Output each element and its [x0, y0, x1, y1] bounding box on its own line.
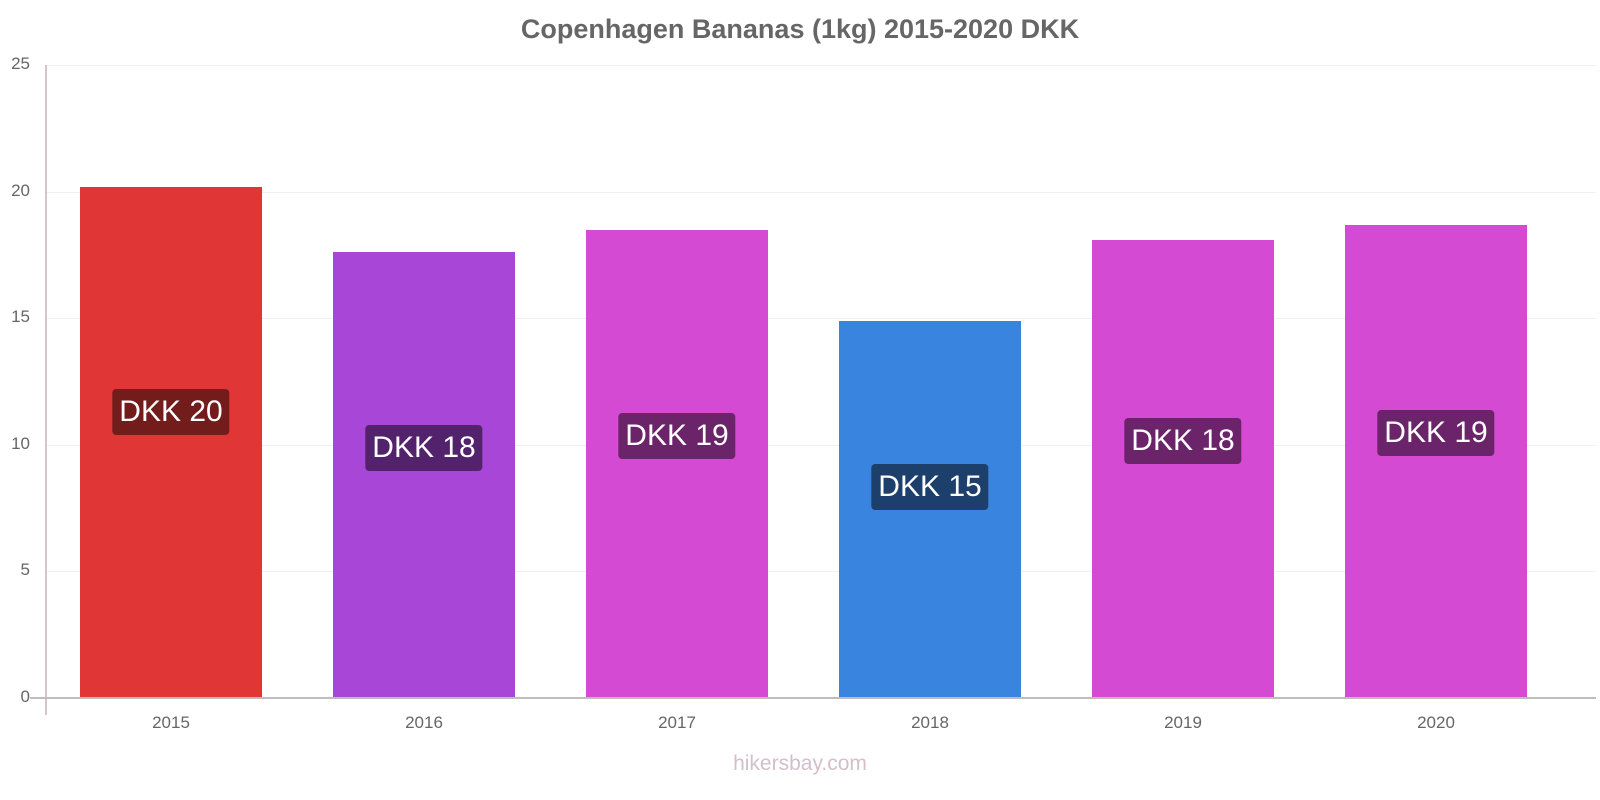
x-tick-label: 2017: [658, 713, 696, 732]
y-tick-label: 15: [11, 307, 30, 327]
x-tick-label: 2018: [911, 713, 949, 732]
gridline: [46, 191, 1596, 193]
gridline: [46, 65, 1596, 66]
bar-2020: DKK 19: [1345, 224, 1527, 698]
bar-2018: DKK 15: [839, 320, 1021, 698]
bar-2016: DKK 18: [333, 252, 515, 698]
value-label: DKK 15: [871, 463, 989, 510]
value-label: DKK 18: [365, 425, 483, 472]
bar-2019: DKK 18: [1092, 239, 1274, 698]
value-label: DKK 20: [112, 388, 230, 435]
y-tick-label: 20: [11, 180, 30, 200]
y-tick-label: 5: [20, 560, 30, 580]
y-tick-label: 0: [20, 687, 30, 706]
chart-title: Copenhagen Bananas (1kg) 2015-2020 DKK: [520, 14, 1080, 44]
gridline: [46, 444, 1596, 446]
x-tick-label: 2019: [1164, 713, 1202, 732]
x-axis: [30, 697, 1596, 699]
x-tick-label: 2015: [152, 713, 190, 732]
value-label: DKK 19: [1377, 409, 1495, 456]
gridline: [46, 571, 1596, 573]
y-tick-label: 10: [11, 433, 30, 453]
bar-2015: DKK 20: [80, 186, 262, 698]
value-label: DKK 19: [618, 412, 736, 459]
watermark: hikersbay.com: [733, 752, 867, 775]
gridline: [46, 318, 1596, 320]
y-axis: [45, 65, 47, 715]
bar-2017: DKK 19: [586, 229, 768, 698]
y-tick-label: 25: [11, 54, 30, 73]
x-tick-label: 2016: [405, 713, 443, 732]
value-label: DKK 18: [1124, 418, 1242, 465]
x-tick-label: 2020: [1417, 713, 1455, 732]
